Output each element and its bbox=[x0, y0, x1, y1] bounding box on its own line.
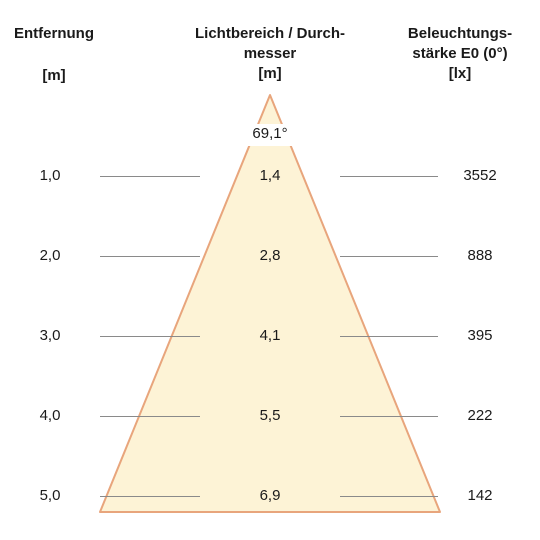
diameter-value: 6,9 bbox=[259, 487, 281, 504]
illuminance-value: 395 bbox=[467, 327, 493, 344]
illuminance-header: Beleuchtungs- stärke E0 (0°) [lx] bbox=[390, 24, 530, 84]
illuminance-header-unit: [lx] bbox=[448, 65, 472, 82]
illuminance-header-title-line1: Beleuchtungs- bbox=[407, 25, 513, 42]
diameter-header: Lichtbereich / Durch- messer [m] bbox=[180, 24, 360, 84]
diameter-value: 1,4 bbox=[259, 167, 281, 184]
light-cone bbox=[99, 94, 441, 513]
distance-value: 3,0 bbox=[39, 327, 61, 344]
diameter-header-title-line2: messer bbox=[243, 45, 297, 62]
distance-header: Entfernung [m] bbox=[4, 24, 104, 86]
guide-lines bbox=[100, 176, 438, 497]
distance-header-title: Entfernung bbox=[14, 25, 94, 42]
illuminance-value: 222 bbox=[467, 407, 493, 424]
beam-angle-label: 69,1° bbox=[252, 125, 288, 142]
illuminance-header-title-line2: stärke E0 (0°) bbox=[412, 45, 508, 62]
diameter-header-title-line1: Lichtbereich / Durch- bbox=[194, 25, 346, 42]
beam-angle-background bbox=[240, 124, 300, 146]
distance-value: 5,0 bbox=[39, 487, 61, 504]
diameter-value: 2,8 bbox=[259, 247, 281, 264]
distance-value: 1,0 bbox=[39, 167, 61, 184]
illuminance-value: 3552 bbox=[463, 167, 497, 184]
distance-header-unit: [m] bbox=[42, 67, 66, 84]
distance-value: 2,0 bbox=[39, 247, 61, 264]
illuminance-value: 142 bbox=[467, 487, 493, 504]
diameter-value: 5,5 bbox=[259, 407, 281, 424]
distance-value: 4,0 bbox=[39, 407, 61, 424]
diameter-header-unit: [m] bbox=[258, 65, 282, 82]
illuminance-value: 888 bbox=[467, 247, 493, 264]
diameter-value: 4,1 bbox=[259, 327, 281, 344]
